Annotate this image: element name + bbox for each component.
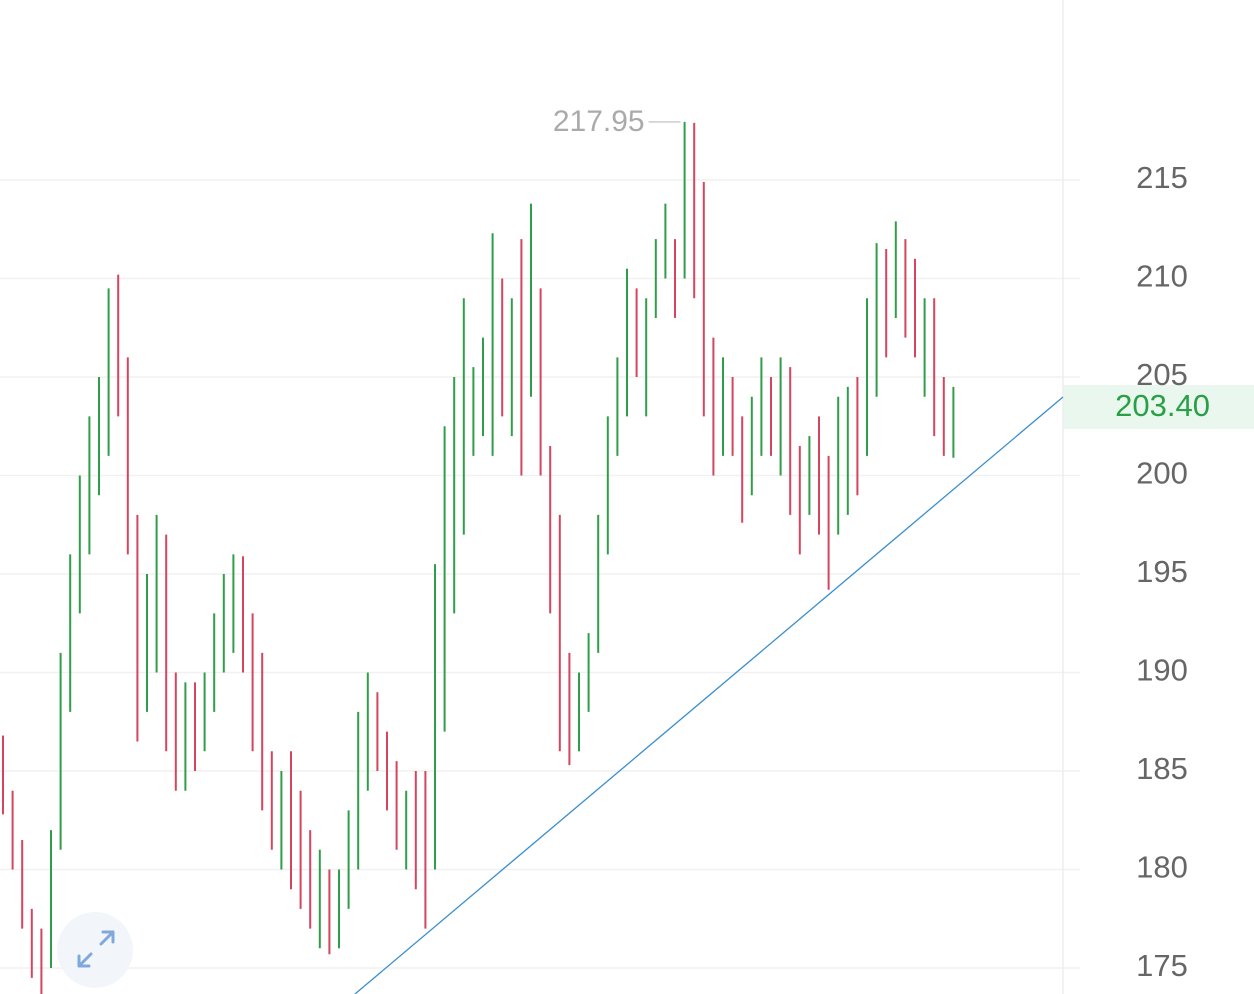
- last-price-label: 203.40: [1115, 388, 1210, 423]
- y-tick-label: 205: [1136, 357, 1188, 392]
- expand-icon[interactable]: [77, 930, 115, 968]
- y-tick-label: 175: [1136, 948, 1188, 983]
- y-tick-label: 210: [1136, 259, 1188, 294]
- max-label: 217.95: [553, 105, 645, 138]
- y-tick-label: 215: [1136, 160, 1188, 195]
- trend-line: [354, 396, 1064, 994]
- expand-button[interactable]: [57, 912, 133, 988]
- expand-bg[interactable]: [57, 912, 133, 988]
- y-tick-label: 190: [1136, 653, 1188, 688]
- y-tick-label: 200: [1136, 456, 1188, 491]
- bars: [2, 121, 955, 994]
- y-tick-label: 180: [1136, 850, 1188, 885]
- y-tick-label: 185: [1136, 751, 1188, 786]
- y-tick-label: 195: [1136, 554, 1188, 589]
- last-price-tag: [1063, 385, 1254, 429]
